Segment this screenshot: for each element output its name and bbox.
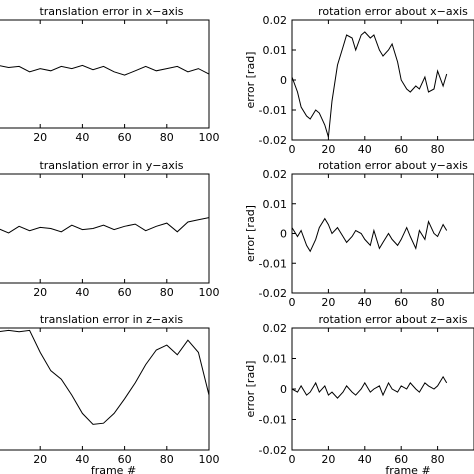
- y-axis-label: error [rad]: [244, 361, 257, 418]
- x-tick-label: 20: [33, 131, 47, 144]
- axes-frame: [291, 327, 474, 451]
- x-tick-label: 0: [289, 296, 296, 309]
- x-tick-label: 0: [289, 143, 296, 156]
- y-tick-label: 0.01: [263, 44, 288, 57]
- axes-frame: [0, 327, 210, 451]
- x-tick-label: 40: [75, 286, 89, 299]
- chart-panel-3: translation error in y−axis 20 40 60 80 100: [0, 159, 220, 299]
- chart-title: translation error in y−axis: [39, 159, 183, 172]
- series-line: [0, 64, 209, 76]
- chart-title: rotation error about x−axis: [318, 5, 468, 18]
- x-tick-label: 60: [118, 286, 132, 299]
- x-tick-label: 60: [118, 131, 132, 144]
- y-tick-label: -0.01: [259, 414, 287, 427]
- y-tick-label: 0.02: [263, 168, 288, 181]
- x-tick-label: 100: [199, 286, 220, 299]
- axes-frame: [0, 173, 210, 284]
- x-tick-label: 20: [321, 143, 335, 156]
- axes-frame: [291, 19, 474, 141]
- x-tick-label: 60: [394, 453, 408, 466]
- x-tick-label: 40: [75, 131, 89, 144]
- series-line: [292, 31, 448, 138]
- x-tick-label: 80: [160, 131, 174, 144]
- x-tick-label: 80: [431, 143, 445, 156]
- y-tick-label: -0.01: [259, 257, 287, 270]
- y-tick-label: 0.02: [263, 14, 288, 27]
- x-tick-label: 100: [199, 131, 220, 144]
- series-line: [292, 375, 448, 399]
- y-tick-label: 0: [280, 74, 287, 87]
- chart-panel-2: rotation error about x−axis 0 20 40 60 80 0.02…: [244, 5, 474, 156]
- y-axis-label: error [rad]: [244, 205, 257, 262]
- x-tick-label: 60: [394, 296, 408, 309]
- y-tick-label: -0.02: [259, 287, 287, 300]
- chart-panel-6: rotation error about z−axis 0 20 40 60 80 0.02…: [244, 313, 474, 474]
- chart-title: rotation error about y−axis: [318, 159, 468, 172]
- chart-panel-1: translation error in x−axis 20 40 60 80 100: [0, 5, 220, 144]
- x-tick-label: 20: [33, 453, 47, 466]
- x-tick-label: 80: [431, 453, 445, 466]
- axes-frame: [0, 19, 210, 129]
- x-tick-label: 40: [358, 296, 372, 309]
- chart-title: translation error in z−axis: [40, 313, 184, 326]
- x-tick-label: 100: [199, 453, 220, 466]
- x-tick-label: 20: [321, 296, 335, 309]
- y-tick-label: 0.01: [263, 353, 288, 366]
- y-tick-label: -0.01: [259, 104, 287, 117]
- x-tick-label: 80: [160, 286, 174, 299]
- y-tick-label: -0.02: [259, 134, 287, 147]
- y-tick-label: 0: [280, 383, 287, 396]
- y-tick-label: 0: [280, 228, 287, 241]
- chart-title: rotation error about z−axis: [318, 313, 467, 326]
- series-line: [0, 217, 209, 234]
- x-tick-label: 60: [118, 453, 132, 466]
- x-tick-label: 20: [321, 453, 335, 466]
- x-axis-label: frame #: [91, 464, 136, 474]
- series-line: [292, 217, 448, 253]
- x-tick-label: 80: [160, 453, 174, 466]
- y-tick-label: 0.01: [263, 198, 288, 211]
- x-tick-label: 40: [358, 143, 372, 156]
- x-tick-label: 80: [431, 296, 445, 309]
- axes-frame: [291, 173, 474, 294]
- x-tick-label: 60: [394, 143, 408, 156]
- x-tick-label: 0: [289, 453, 296, 466]
- x-tick-label: 20: [33, 286, 47, 299]
- y-tick-label: 0.02: [263, 322, 288, 335]
- chart-panel-4: rotation error about y−axis 0 20 40 60 80 0.02…: [244, 159, 474, 309]
- chart-title: translation error in x−axis: [39, 5, 183, 18]
- x-tick-label: 40: [358, 453, 372, 466]
- y-axis-label: error [rad]: [244, 52, 257, 109]
- chart-panel-5: translation error in z−axis 20 40 60 80 100 fr…: [0, 313, 220, 474]
- series-line: [0, 329, 209, 425]
- y-tick-label: -0.02: [259, 444, 287, 457]
- x-axis-label: frame #: [385, 464, 430, 474]
- x-tick-label: 40: [75, 453, 89, 466]
